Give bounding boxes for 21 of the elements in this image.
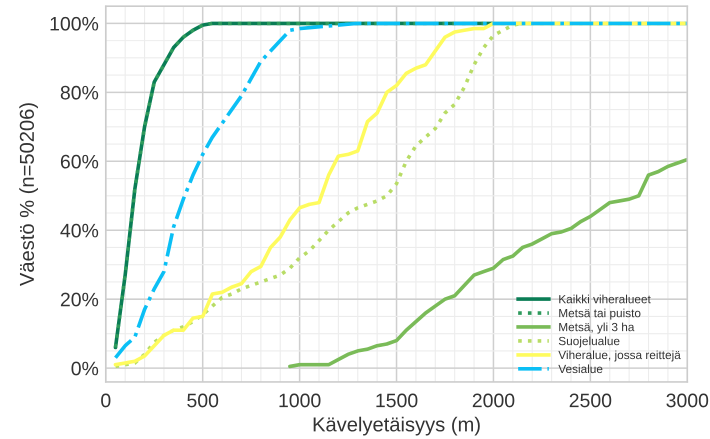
y-tick-label: 0% [72,362,98,376]
x-axis-title: Kävelyetäisyys (m) [314,416,480,436]
x-tick-label: 2500 [570,394,612,408]
y-tick-label: 60% [60,154,98,169]
y-tick-label: 100% [50,16,98,31]
x-tick-label: 1500 [376,394,418,408]
legend-label: Metsä, yli 3 ha [559,322,634,334]
y-axis-title: Väestö % (n=50206) [19,103,38,286]
y-tick-label: 20% [60,292,98,306]
y-tick-label: 40% [60,224,98,238]
x-tick-label: 2000 [472,394,514,408]
legend-label: Vesialue [558,364,602,374]
legend-label: Suojelualue [558,336,620,348]
legend-label: Metsä tai puisto [559,308,640,320]
x-tick-label: 500 [187,394,218,408]
legend-label: Viheralue, jossa reittejä [558,350,681,362]
x-tick-label: 1000 [279,394,320,408]
legend-label: Kaikki viheralueet [559,294,651,304]
x-tick-label: 3000 [666,394,708,408]
x-tick-label: 0 [101,394,110,408]
y-tick-label: 80% [60,86,98,100]
